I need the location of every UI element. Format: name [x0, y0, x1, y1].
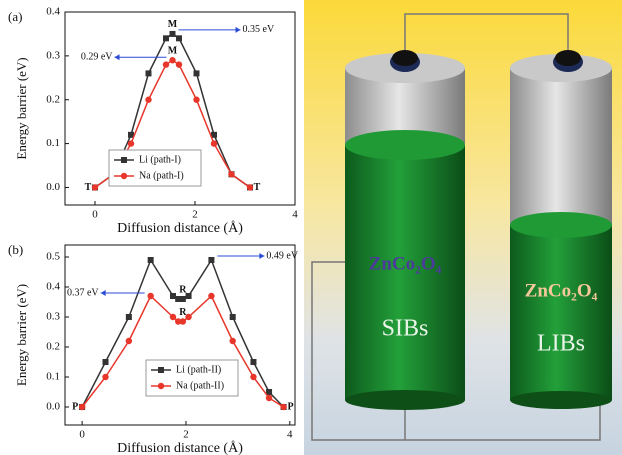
annotation: T — [254, 182, 261, 193]
marker — [163, 35, 169, 41]
annotation: 0.37 eV — [67, 287, 99, 298]
annotation: R — [179, 284, 187, 295]
illustration: ZnCo₂O₄ SIBs ZnCo₂O₄ LIBs — [304, 0, 622, 455]
terminal — [555, 50, 581, 66]
marker — [228, 171, 234, 177]
annotation: M — [168, 46, 178, 57]
marker — [79, 404, 85, 410]
marker — [126, 314, 132, 320]
marker — [126, 338, 132, 344]
arrow-head — [115, 54, 120, 60]
marker — [147, 293, 153, 299]
annotation: R — [179, 307, 187, 318]
material-label: ZnCo₂O₄ — [369, 253, 442, 274]
marker — [148, 257, 154, 263]
marker — [170, 293, 176, 299]
marker — [176, 61, 182, 67]
marker — [180, 318, 186, 324]
marker — [266, 395, 272, 401]
marker — [102, 374, 108, 380]
marker — [247, 184, 253, 190]
marker — [170, 314, 176, 320]
arrow-head — [101, 290, 106, 296]
marker — [128, 140, 134, 146]
y-tick-label: 0.3 — [46, 311, 60, 323]
y-tick-label: 0.2 — [46, 93, 60, 105]
marker — [211, 140, 217, 146]
marker — [169, 57, 175, 63]
x-tick-label: 2 — [192, 209, 198, 221]
y-tick-label: 0.5 — [46, 251, 60, 263]
marker — [145, 97, 151, 103]
battery-body-top — [510, 212, 612, 238]
arrow-head — [236, 27, 241, 33]
panel-label: (b) — [8, 242, 23, 257]
legend-label: Na (path-I) — [139, 170, 184, 181]
y-tick-label: 0.3 — [46, 49, 60, 61]
marker — [229, 338, 235, 344]
marker — [180, 296, 186, 302]
x-tick-label: 4 — [292, 209, 298, 221]
marker — [102, 359, 108, 365]
legend-marker — [158, 367, 164, 373]
y-tick-label: 0.4 — [46, 281, 60, 293]
terminal — [392, 50, 418, 66]
marker — [208, 293, 214, 299]
material-label: ZnCo₂O₄ — [525, 280, 598, 301]
marker — [176, 35, 182, 41]
marker — [208, 257, 214, 263]
battery-body-top — [345, 130, 465, 160]
panel-label: (a) — [8, 9, 22, 24]
y-axis-label: Energy barrier (eV) — [14, 284, 29, 386]
x-axis-label: Diffusion distance (Å) — [117, 220, 243, 236]
y-tick-label: 0.4 — [46, 6, 60, 18]
annotation: 0.35 eV — [243, 24, 275, 35]
y-tick-label: 0.2 — [46, 341, 60, 353]
marker — [146, 70, 152, 76]
y-tick-label: 0.0 — [46, 181, 60, 193]
legend-label: Li (path-II) — [176, 364, 221, 375]
x-tick-label: 2 — [183, 429, 189, 441]
legend-label: Na (path-II) — [176, 380, 224, 391]
x-tick-label: 0 — [79, 429, 85, 441]
marker — [280, 404, 286, 410]
marker — [250, 359, 256, 365]
marker — [250, 374, 256, 380]
annotation: 0.29 eV — [81, 52, 113, 63]
battery-shell — [510, 68, 612, 228]
marker — [92, 184, 98, 190]
battery-label: LIBs — [537, 331, 585, 357]
annotation: P — [288, 401, 294, 412]
battery-bottom — [510, 391, 612, 409]
marker — [193, 97, 199, 103]
marker — [170, 31, 176, 37]
y-tick-label: 0.1 — [46, 137, 60, 149]
annotation: M — [168, 19, 178, 30]
y-tick-label: 0.0 — [46, 401, 60, 413]
plot-frame — [65, 245, 295, 425]
annotation: T — [85, 182, 92, 193]
marker — [230, 314, 236, 320]
legend-label: Li (path-I) — [139, 154, 181, 165]
legend-marker — [121, 157, 127, 163]
battery-label: SIBs — [382, 316, 429, 342]
legend-marker — [121, 173, 127, 179]
x-tick-label: 0 — [92, 209, 98, 221]
annotation: P — [72, 401, 78, 412]
marker — [163, 61, 169, 67]
y-tick-label: 0.1 — [46, 371, 60, 383]
battery-bottom — [345, 390, 465, 410]
marker — [194, 70, 200, 76]
arrow-head — [259, 253, 264, 259]
x-axis-label: Diffusion distance (Å) — [117, 440, 243, 455]
x-tick-label: 4 — [287, 429, 293, 441]
annotation: 0.49 eV — [266, 250, 298, 261]
y-axis-label: Energy barrier (eV) — [14, 57, 29, 159]
figure: ZnCo₂O₄ SIBs ZnCo₂O₄ LIBs 0.0 0.1 0.2 0.3 0.… — [0, 0, 622, 455]
legend-marker — [158, 383, 164, 389]
battery-body — [510, 225, 612, 400]
